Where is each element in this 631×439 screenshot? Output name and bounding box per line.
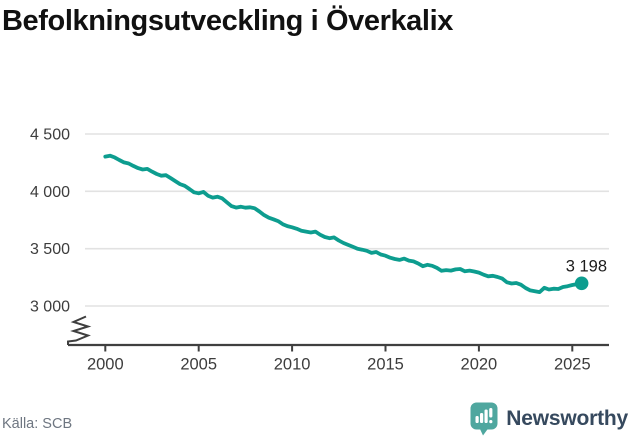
newsworthy-bubble-chart-icon <box>470 402 498 436</box>
newsworthy-logo: Newsworthy <box>470 402 628 436</box>
x-axis <box>67 315 609 347</box>
x-axis-ticks: 2000 2005 2010 2015 2020 2025 <box>87 345 591 374</box>
page-title: Befolkningsutveckling i Överkalix <box>2 5 453 37</box>
y-tick-label: 4 500 <box>30 127 70 144</box>
newsworthy-wordmark: Newsworthy <box>506 407 628 430</box>
y-tick-label: 3 500 <box>30 241 70 258</box>
x-tick-label: 2015 <box>367 356 404 374</box>
x-tick-label: 2000 <box>87 356 124 374</box>
y-axis-labels: 3 000 3 500 4 000 4 500 <box>30 127 70 316</box>
x-tick-label: 2010 <box>274 356 311 374</box>
population-line-group <box>103 153 589 295</box>
latest-value-dot <box>574 276 589 291</box>
y-tick-label: 3 000 <box>30 299 70 316</box>
latest-value-label: 3 198 <box>566 258 607 276</box>
x-tick-label: 2025 <box>554 356 591 374</box>
y-tick-label: 4 000 <box>30 184 70 201</box>
gridlines <box>85 133 609 307</box>
x-tick-label: 2005 <box>180 356 217 374</box>
population-line <box>103 153 584 295</box>
y-axis-break-icon <box>67 315 92 345</box>
x-tick-label: 2020 <box>461 356 498 374</box>
source-label: Källa: SCB <box>2 416 73 432</box>
